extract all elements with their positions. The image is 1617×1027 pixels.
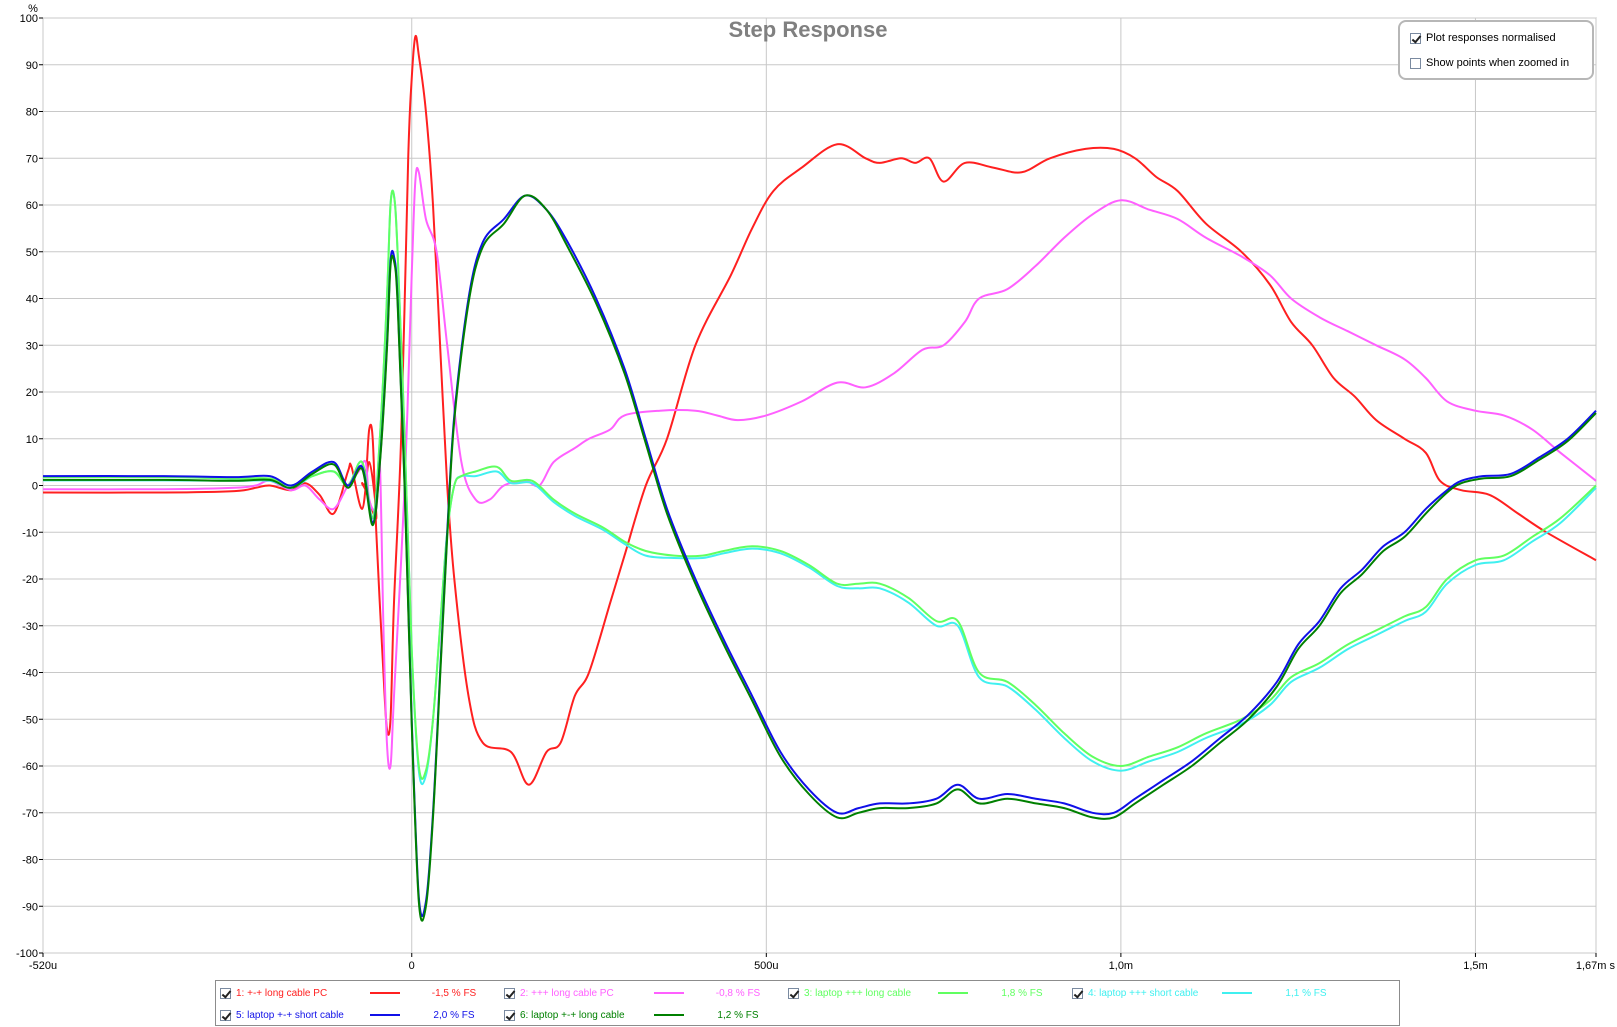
x-tick-label: 1,0m xyxy=(1109,960,1133,972)
y-tick-label: 0 xyxy=(32,481,38,493)
legend-entry-2[interactable]: 2: +++ long cable PC -0,8 % FS xyxy=(504,985,778,1001)
y-tick-label: 100 xyxy=(20,13,38,25)
legend-name-6: 6: laptop +-+ long cable xyxy=(520,1009,625,1021)
chart-title: Step Response xyxy=(729,17,888,42)
grid xyxy=(42,17,1597,954)
y-tick-label: -90 xyxy=(22,901,38,913)
legend-value-3: 1,8 % FS xyxy=(1001,987,1043,999)
legend-value-1: -1,5 % FS xyxy=(431,987,477,999)
legend-entry-6[interactable]: 6: laptop +-+ long cable 1,2 % FS xyxy=(504,1007,778,1023)
legend-value-4: 1,1 % FS xyxy=(1285,987,1327,999)
legend-checkbox-4[interactable] xyxy=(1072,987,1083,999)
legend-entry-3[interactable]: 3: laptop +++ long cable 1,8 % FS xyxy=(788,985,1062,1001)
y-tick-label: -100 xyxy=(16,948,38,960)
series-layer xyxy=(42,34,1597,922)
plot-normalised-label: Plot responses normalised xyxy=(1426,32,1556,44)
y-tick-label: 50 xyxy=(26,247,38,259)
y-tick-label: 90 xyxy=(26,60,38,72)
y-tick-label: -30 xyxy=(22,621,38,633)
y-tick-label: -70 xyxy=(22,808,38,820)
plot-normalised-checkbox[interactable] xyxy=(1410,32,1421,44)
y-unit-label: % xyxy=(28,3,38,15)
series-line-6 xyxy=(42,194,1597,922)
legend-checkbox-6[interactable] xyxy=(504,1009,515,1021)
show-points-checkbox[interactable] xyxy=(1410,57,1421,69)
show-points-option[interactable]: Show points when zoomed in xyxy=(1410,54,1569,72)
y-tick-label: -60 xyxy=(22,761,38,773)
legend-value-2: -0,8 % FS xyxy=(715,987,761,999)
x-tick-label: 1,67m s xyxy=(1576,960,1616,972)
y-tick-label: -20 xyxy=(22,574,38,586)
legend-entry-4[interactable]: 4: laptop +++ short cable 1,1 % FS xyxy=(1072,985,1346,1001)
series-line-3 xyxy=(42,189,1597,780)
x-tick-label: -520u xyxy=(29,960,57,972)
legend-swatch-6 xyxy=(654,1014,684,1016)
legend-swatch-2 xyxy=(654,992,684,994)
legend-name-5: 5: laptop +-+ short cable xyxy=(236,1009,344,1021)
y-tick-label: 70 xyxy=(26,153,38,165)
y-tick-label: 30 xyxy=(26,340,38,352)
y-tick-label: 20 xyxy=(26,387,38,399)
legend-name-2: 2: +++ long cable PC xyxy=(520,987,614,999)
y-tick-label: -40 xyxy=(22,668,38,680)
legend-name-4: 4: laptop +++ short cable xyxy=(1088,987,1199,999)
x-tick-label: 0 xyxy=(409,960,415,972)
y-tick-label: -80 xyxy=(22,855,38,867)
y-tick-label: 60 xyxy=(26,200,38,212)
y-tick-label: 80 xyxy=(26,107,38,119)
legend-entry-5[interactable]: 5: laptop +-+ short cable 2,0 % FS xyxy=(220,1007,494,1023)
y-tick-label: -10 xyxy=(22,527,38,539)
legend-checkbox-5[interactable] xyxy=(220,1009,231,1021)
x-tick-label: 1,5m xyxy=(1463,960,1487,972)
x-tick-label: 500u xyxy=(754,960,778,972)
legend-name-3: 3: laptop +++ long cable xyxy=(804,987,912,999)
legend-swatch-4 xyxy=(1222,992,1252,994)
legend-value-5: 2,0 % FS xyxy=(433,1009,475,1021)
show-points-label: Show points when zoomed in xyxy=(1426,57,1570,69)
legend: 1: +-+ long cable PC -1,5 % FS 2: +++ long… xyxy=(215,980,1400,1026)
legend-checkbox-3[interactable] xyxy=(788,987,799,999)
legend-name-1: 1: +-+ long cable PC xyxy=(236,987,328,999)
plot-normalised-option[interactable]: Plot responses normalised xyxy=(1410,29,1556,47)
y-tick-label: 40 xyxy=(26,294,38,306)
legend-entry-1[interactable]: 1: +-+ long cable PC -1,5 % FS xyxy=(220,985,494,1001)
y-tick-label: 10 xyxy=(26,434,38,446)
options-panel: Plot responses normalised Show points wh… xyxy=(1398,20,1594,80)
legend-value-6: 1,2 % FS xyxy=(717,1009,759,1021)
y-tick-label: -50 xyxy=(22,714,38,726)
legend-checkbox-2[interactable] xyxy=(504,987,515,999)
axes: 1009080706050403020100-10-20-30-40-50-60… xyxy=(16,3,1616,972)
legend-swatch-1 xyxy=(370,992,400,994)
legend-swatch-5 xyxy=(370,1014,400,1016)
legend-swatch-3 xyxy=(938,992,968,994)
legend-checkbox-1[interactable] xyxy=(220,987,231,999)
